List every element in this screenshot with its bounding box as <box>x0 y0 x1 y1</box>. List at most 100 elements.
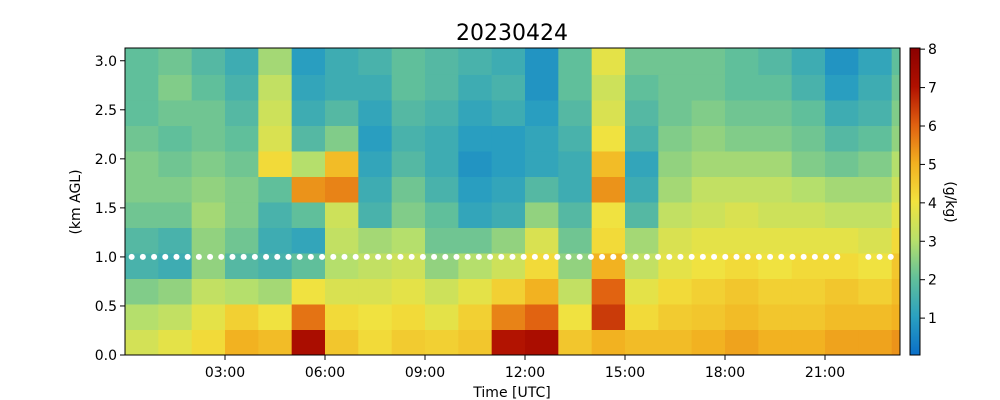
heatmap-cell <box>625 303 659 330</box>
reference-marker <box>274 253 281 260</box>
heatmap-cell <box>458 99 493 126</box>
heatmap-cell <box>158 48 193 75</box>
reference-marker <box>643 253 650 260</box>
x-tick-label: 15:00 <box>605 365 645 381</box>
heatmap-cell <box>658 150 693 177</box>
heatmap-cell <box>525 99 559 126</box>
heatmap-cell <box>758 252 793 279</box>
heatmap-cell <box>558 74 593 101</box>
heatmap-cell <box>691 329 726 356</box>
heatmap-cell <box>458 227 493 254</box>
heatmap-cell <box>491 329 526 356</box>
heatmap-cell <box>191 48 226 75</box>
chart-title: 20230424 <box>456 21 568 46</box>
heatmap-cell <box>891 125 901 152</box>
colorbar-tick-label: 4 <box>928 196 937 212</box>
heatmap-cell <box>325 48 359 75</box>
heatmap-cell <box>525 176 559 203</box>
heatmap-cell <box>358 99 393 126</box>
heatmap-cell <box>725 150 759 177</box>
colorbar-tick-label: 6 <box>928 119 937 135</box>
heatmap-cell <box>458 252 493 279</box>
reference-marker <box>162 253 169 260</box>
heatmap-cell <box>458 48 493 75</box>
heatmap-cell <box>825 201 859 228</box>
y-tick-label: 3.0 <box>95 54 117 70</box>
heatmap-cell <box>291 227 326 254</box>
heatmap-cell <box>325 278 359 305</box>
heatmap-cell <box>225 176 259 203</box>
heatmap-cell <box>358 74 393 101</box>
reference-marker <box>666 253 673 260</box>
heatmap-cell <box>125 278 159 305</box>
heatmap-cell <box>325 150 359 177</box>
heatmap-cell <box>825 48 859 75</box>
heatmap-cell <box>391 48 426 75</box>
heatmap-cell <box>891 176 901 203</box>
heatmap-cell <box>491 227 526 254</box>
heatmap-cell <box>658 201 693 228</box>
heatmap-cell <box>391 74 426 101</box>
heatmap-cell <box>258 201 293 228</box>
heatmap-cell <box>225 48 259 75</box>
heatmap-cell <box>491 48 526 75</box>
heatmap-cell <box>691 227 726 254</box>
heatmap-cell <box>225 227 259 254</box>
heatmap-cell <box>825 329 859 356</box>
heatmap-cell <box>725 99 759 126</box>
heatmap-cell <box>391 303 426 330</box>
heatmap-cell <box>391 150 426 177</box>
heatmap-cell <box>658 48 693 75</box>
heatmap-cell <box>325 125 359 152</box>
colorbar-tick-label: 5 <box>928 157 937 173</box>
reference-marker <box>453 253 460 260</box>
heatmap-cell <box>258 329 293 356</box>
heatmap-cell <box>291 74 326 101</box>
heatmap-cell <box>891 329 901 356</box>
reference-marker <box>509 253 516 260</box>
reference-marker <box>722 253 729 260</box>
heatmap-cell <box>125 201 159 228</box>
heatmap-cell <box>425 48 459 75</box>
heatmap-cell <box>125 227 159 254</box>
x-axis-label: Time [UTC] <box>472 385 550 400</box>
heatmap-cell <box>791 99 826 126</box>
heatmap-cell <box>758 125 793 152</box>
heatmap-cell <box>558 201 593 228</box>
heatmap-cell <box>291 303 326 330</box>
reference-marker <box>442 253 449 260</box>
plot-frame <box>124 47 901 356</box>
reference-marker <box>207 253 214 260</box>
reference-marker <box>800 253 807 260</box>
heatmap-cell <box>791 278 826 305</box>
heatmap-cell <box>225 303 259 330</box>
heatmap-cell <box>491 303 526 330</box>
heatmap-cell <box>591 176 626 203</box>
heatmap-cell <box>591 125 626 152</box>
heatmap-cell <box>358 227 393 254</box>
heatmap-cell <box>825 176 859 203</box>
heatmap-cell <box>258 125 293 152</box>
heatmap-cell <box>891 303 901 330</box>
reference-marker <box>587 253 594 260</box>
heatmap-cell <box>891 74 901 101</box>
heatmap-cell <box>658 125 693 152</box>
heatmap-cell <box>391 227 426 254</box>
heatmap-cell <box>791 329 826 356</box>
plot-area <box>125 48 901 356</box>
heatmap-cell <box>491 252 526 279</box>
reference-marker <box>487 253 494 260</box>
heatmap-cell <box>791 252 826 279</box>
reference-marker <box>363 253 370 260</box>
heatmap-cell <box>458 329 493 356</box>
heatmap-cell <box>358 278 393 305</box>
heatmap-cell <box>425 125 459 152</box>
heatmap-cell <box>225 150 259 177</box>
heatmap-cell <box>625 176 659 203</box>
heatmap-cell <box>291 48 326 75</box>
heatmap-cell <box>658 99 693 126</box>
heatmap-cell <box>858 176 893 203</box>
reference-marker <box>464 253 471 260</box>
heatmap-cell <box>558 99 593 126</box>
